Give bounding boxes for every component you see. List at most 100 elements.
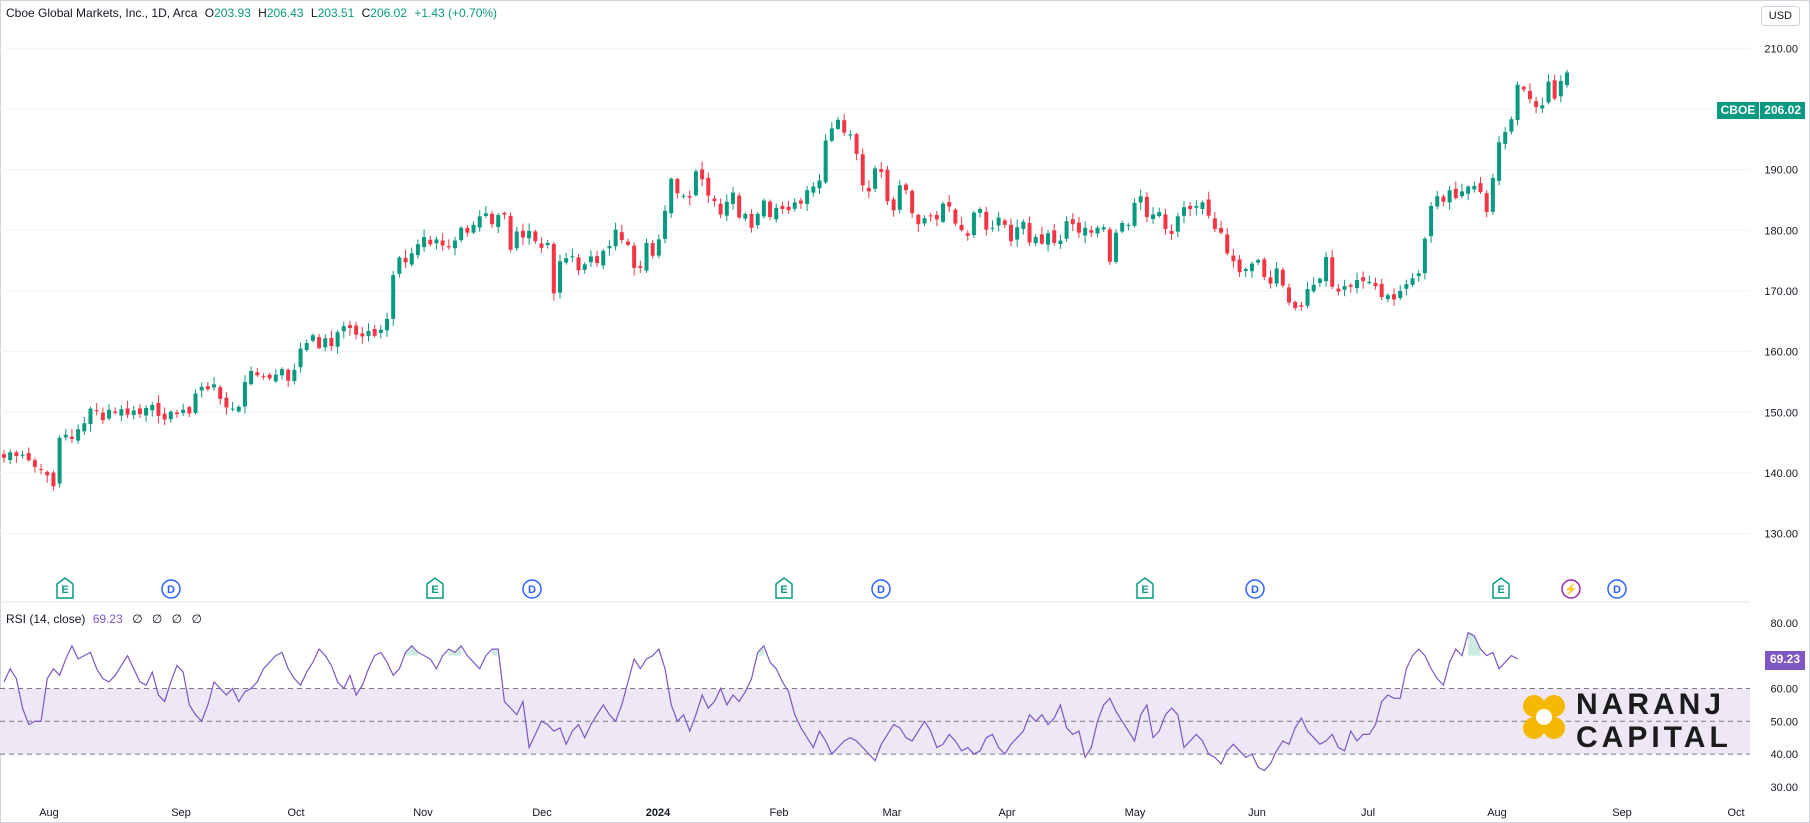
candle — [1120, 221, 1124, 234]
rsi-tick-label: 60.00 — [1770, 683, 1798, 695]
event-marker-label: D — [1251, 584, 1259, 596]
candle-body — [978, 209, 982, 213]
candle-body — [910, 191, 914, 213]
logo-mark-icon — [1518, 688, 1570, 748]
candle-body — [824, 140, 828, 182]
candle — [632, 242, 636, 275]
candle — [1170, 224, 1174, 239]
time-tick-label: May — [1125, 807, 1146, 819]
candle-body — [1077, 223, 1081, 233]
candle — [348, 321, 352, 336]
candle — [873, 166, 877, 192]
candle — [484, 206, 488, 218]
candle-body — [354, 326, 358, 335]
candle — [416, 239, 420, 258]
candle — [243, 375, 247, 413]
candle — [366, 323, 370, 341]
candle-body — [1411, 278, 1415, 285]
candle — [323, 334, 327, 351]
candle — [1509, 116, 1513, 134]
candle — [651, 240, 655, 259]
candle-body — [1040, 234, 1044, 243]
candle — [1003, 218, 1007, 228]
candle-body — [496, 215, 500, 227]
candle-body — [329, 338, 333, 346]
legend-close-key: C — [362, 6, 371, 20]
candle-body — [830, 128, 834, 140]
candle — [607, 240, 611, 256]
candle — [311, 333, 315, 342]
candle — [1145, 192, 1149, 222]
candle — [1534, 97, 1538, 113]
candle — [138, 404, 142, 418]
candle — [1299, 302, 1303, 311]
event-marker-dividend: D — [1608, 580, 1626, 598]
rsi-legend-label: RSI (14, close) — [6, 612, 85, 626]
event-marker-earnings: E — [57, 578, 73, 598]
currency-button[interactable]: USD — [1761, 6, 1800, 26]
candle-body — [163, 414, 167, 420]
time-tick-label: Aug — [39, 807, 59, 819]
candle-body — [737, 196, 741, 218]
candle-body — [638, 266, 642, 268]
candle-body — [224, 398, 228, 408]
candle-body — [45, 472, 49, 475]
candle — [305, 339, 309, 351]
symbol-legend[interactable]: Cboe Global Markets, Inc., 1D, Arca O203… — [6, 6, 501, 20]
candle-body — [132, 410, 136, 415]
candle-body — [21, 455, 25, 456]
candle — [187, 406, 191, 417]
candle-body — [70, 437, 74, 439]
candle — [675, 178, 679, 199]
candle — [82, 417, 86, 435]
candle — [1491, 174, 1495, 215]
candle — [521, 224, 525, 246]
candle-body — [805, 190, 809, 204]
candle-body — [1485, 193, 1489, 212]
time-tick-label: Sep — [171, 807, 191, 819]
candle — [898, 180, 902, 213]
candle — [799, 198, 803, 209]
candle — [669, 177, 673, 217]
candle-body — [546, 243, 550, 245]
price-tick-label: 160.00 — [1764, 347, 1798, 359]
candle-body — [404, 258, 408, 263]
candle-body — [848, 134, 852, 135]
candle-body — [750, 214, 754, 228]
candle — [1188, 202, 1192, 216]
candle — [1448, 186, 1452, 210]
candle-body — [107, 410, 111, 419]
candle — [212, 377, 216, 390]
candle — [509, 212, 513, 252]
price-tick-label: 180.00 — [1764, 225, 1798, 237]
candle-body — [51, 473, 55, 487]
candle — [1423, 237, 1427, 280]
candle — [657, 234, 661, 258]
candle — [379, 325, 383, 339]
candle-body — [8, 452, 12, 460]
candle-body — [1176, 216, 1180, 231]
candle — [1565, 70, 1569, 88]
rsi-axis: 30.0040.0050.0060.0080.00 — [1770, 618, 1798, 794]
rsi-legend[interactable]: RSI (14, close) 69.23 ∅ ∅ ∅ ∅ — [6, 612, 202, 626]
candle — [1262, 257, 1266, 280]
candle-body — [1157, 212, 1161, 216]
candle-body — [366, 331, 370, 336]
candle — [1034, 234, 1038, 246]
candle-body — [960, 225, 964, 230]
candle — [1330, 250, 1334, 289]
candle-body — [1194, 206, 1198, 208]
candle — [410, 248, 414, 267]
candle — [200, 383, 204, 398]
candle — [601, 249, 605, 270]
candle — [1318, 277, 1322, 287]
price-grid — [0, 48, 1750, 533]
candle-body — [1213, 218, 1217, 229]
candle — [274, 369, 278, 383]
candle-body — [1170, 231, 1174, 234]
candle — [892, 197, 896, 217]
time-tick-label: Aug — [1487, 807, 1507, 819]
candle-body — [64, 435, 68, 438]
candle — [231, 402, 235, 412]
candle-body — [1546, 82, 1550, 103]
